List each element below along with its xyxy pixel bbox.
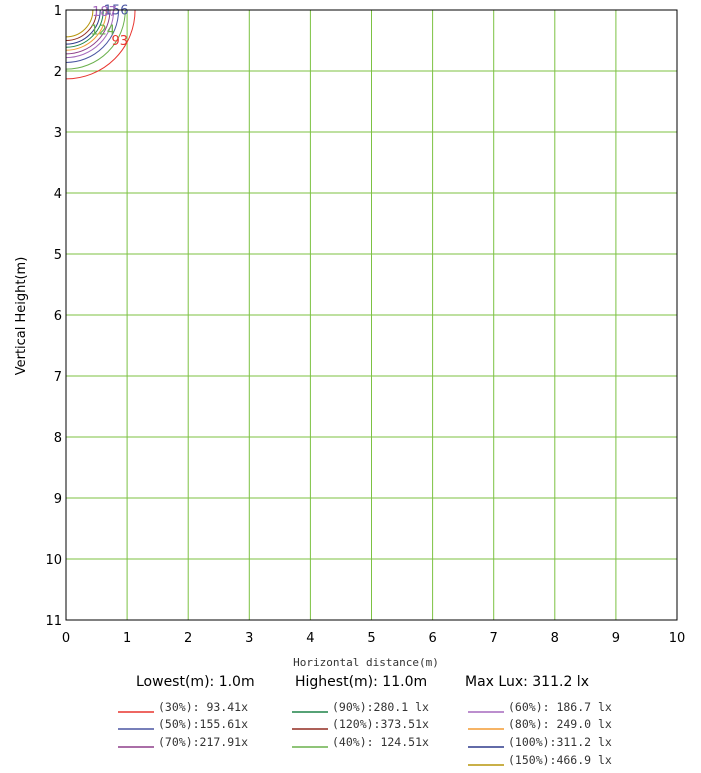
x-tick-label: 3 [245, 631, 253, 646]
y-tick-label: 3 [54, 126, 62, 141]
plot-frame [65, 9, 678, 621]
y-axis-title: Vertical Height(m) [14, 257, 29, 376]
legend-item-label: (90%):280.1 lx [332, 700, 429, 714]
x-tick-label: 9 [612, 631, 620, 646]
x-tick-label: 0 [62, 631, 70, 646]
x-tick-label: 7 [490, 631, 498, 646]
stat-max-lux: Max Lux: 311.2 lx [465, 674, 589, 690]
y-tick-label: 8 [54, 431, 62, 446]
legend-item-label: (60%): 186.7 lx [508, 700, 612, 714]
stats-line: Lowest(m): 1.0m Highest(m): 11.0m Max Lu… [136, 674, 589, 690]
contour-line [65, 9, 120, 63]
contour-line [65, 9, 94, 38]
legend-item-label: (50%):155.61x [158, 717, 248, 731]
legend-item-label: (120%):373.51x [332, 717, 429, 731]
legend-item-label: (30%): 93.41x [158, 700, 248, 714]
y-tick-label: 9 [54, 492, 62, 507]
y-tick-label: 7 [54, 370, 62, 385]
contour-line [65, 9, 111, 55]
contour-line [65, 9, 136, 80]
contour-line [65, 9, 104, 48]
x-tick-label: 1 [123, 631, 131, 646]
y-tick-label: 6 [54, 309, 62, 324]
stat-lowest: Lowest(m): 1.0m [136, 674, 255, 690]
legend-item-label: (40%): 124.51x [332, 735, 429, 749]
x-axis-title: Horizontal distance(m) [293, 656, 439, 669]
contour-line [65, 9, 107, 51]
legend-item-label: (70%):217.91x [158, 735, 248, 749]
contour-line [65, 9, 101, 45]
y-tick-label: 5 [54, 248, 62, 263]
contour-lines [65, 9, 136, 80]
x-tick-label: 4 [306, 631, 314, 646]
x-tick-labels: 0 1 2 3 4 5 6 7 8 9 10 [62, 631, 685, 646]
x-tick-label: 6 [428, 631, 436, 646]
contour-label: 93 [111, 34, 128, 49]
contour-line [65, 9, 98, 41]
y-tick-labels: 1 2 3 4 5 6 7 8 9 10 11 [45, 4, 62, 629]
y-tick-label: 4 [54, 187, 62, 202]
stat-highest: Highest(m): 11.0m [295, 674, 427, 690]
y-tick-label: 10 [45, 553, 62, 568]
x-tick-label: 2 [184, 631, 192, 646]
grid [65, 9, 678, 621]
y-tick-label: 11 [45, 614, 62, 629]
x-tick-label: 5 [367, 631, 375, 646]
legend: (30%): 93.41x (90%):280.1 lx (60%): 186.7 … [118, 700, 612, 767]
contour-label: 187 [92, 5, 117, 20]
y-tick-label: 1 [54, 4, 62, 19]
contour-line [65, 9, 126, 70]
legend-item-label: (150%):466.9 lx [508, 753, 612, 767]
contour-label: 124 [90, 23, 115, 38]
legend-item-label: (100%):311.2 lx [508, 735, 612, 749]
contour-label: 156 [104, 3, 129, 18]
x-tick-label: 10 [669, 631, 686, 646]
x-tick-label: 8 [551, 631, 559, 646]
y-tick-label: 2 [54, 65, 62, 80]
contour-line [65, 9, 115, 59]
legend-item-label: (80%): 249.0 lx [508, 717, 612, 731]
